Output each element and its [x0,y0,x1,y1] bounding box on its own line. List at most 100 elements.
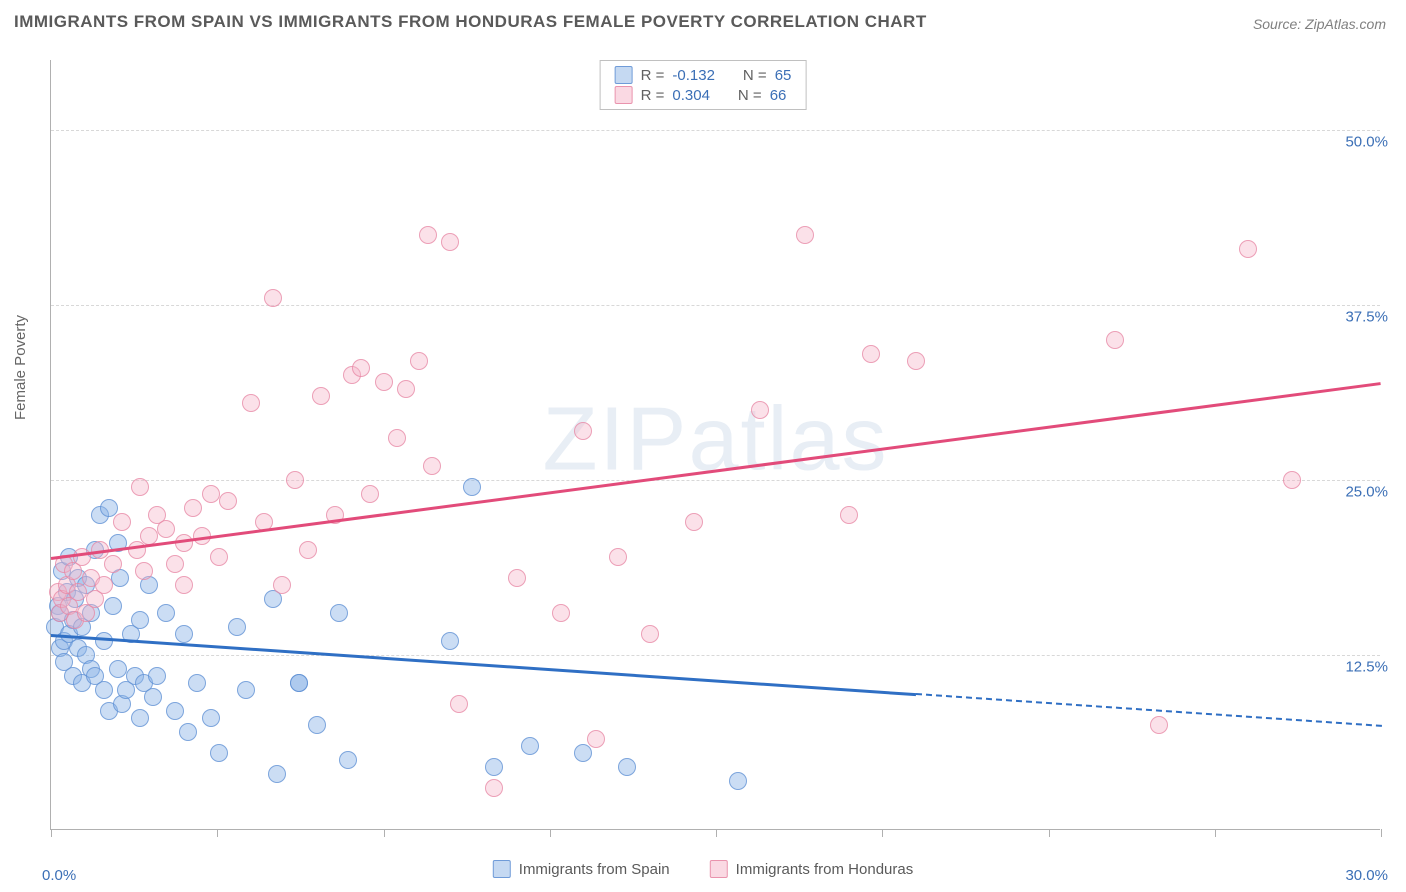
data-point-honduras [397,380,415,398]
x-tick-max: 30.0% [1345,867,1388,884]
legend-n-label: N = [743,67,767,84]
x-tick [1215,829,1216,837]
data-point-honduras [312,387,330,405]
x-tick [882,829,883,837]
data-point-honduras [907,352,925,370]
data-point-honduras [751,401,769,419]
data-point-honduras [135,562,153,580]
data-point-spain [330,604,348,622]
legend-r-label: R = [641,87,665,104]
correlation-legend: R = -0.132 N = 65R = 0.304 N = 66 [600,60,807,110]
data-point-spain [109,660,127,678]
legend-swatch [710,860,728,878]
data-point-honduras [219,492,237,510]
data-point-spain [95,632,113,650]
source-attribution: Source: ZipAtlas.com [1253,16,1386,32]
legend-r-value: -0.132 [672,67,715,84]
data-point-honduras [210,548,228,566]
x-tick-min: 0.0% [42,867,76,884]
data-point-spain [188,674,206,692]
data-point-honduras [410,352,428,370]
data-point-honduras [1239,240,1257,258]
x-tick [217,829,218,837]
data-point-spain [308,716,326,734]
data-point-spain [268,765,286,783]
data-point-spain [463,478,481,496]
legend-swatch [615,66,633,84]
x-tick [716,829,717,837]
data-point-honduras [299,541,317,559]
gridline [51,305,1380,306]
data-point-spain [521,737,539,755]
watermark: ZIPatlas [542,388,888,491]
legend-label: Immigrants from Spain [519,861,670,878]
data-point-honduras [796,226,814,244]
data-point-honduras [184,499,202,517]
data-point-honduras [587,730,605,748]
data-point-honduras [273,576,291,594]
data-point-honduras [166,555,184,573]
trendline-spain-dashed [915,693,1381,727]
data-point-spain [202,709,220,727]
plot-area: ZIPatlas [50,60,1380,830]
data-point-spain [618,758,636,776]
legend-r-value: 0.304 [672,87,710,104]
data-point-spain [485,758,503,776]
data-point-spain [144,688,162,706]
legend-row: R = 0.304 N = 66 [615,85,792,105]
legend-item: Immigrants from Honduras [710,860,914,878]
y-tick-label: 25.0% [1345,484,1388,501]
data-point-spain [228,618,246,636]
data-point-honduras [175,534,193,552]
data-point-honduras [242,394,260,412]
data-point-spain [166,702,184,720]
legend-n-value: 66 [770,87,787,104]
data-point-honduras [609,548,627,566]
gridline [51,655,1380,656]
data-point-honduras [286,471,304,489]
x-tick [51,829,52,837]
data-point-honduras [508,569,526,587]
data-point-honduras [104,555,122,573]
x-tick [1381,829,1382,837]
data-point-honduras [73,548,91,566]
legend-n-value: 65 [775,67,792,84]
data-point-honduras [361,485,379,503]
data-point-spain [290,674,308,692]
y-tick-label: 37.5% [1345,309,1388,326]
data-point-honduras [419,226,437,244]
data-point-spain [131,709,149,727]
data-point-spain [95,681,113,699]
data-point-honduras [840,506,858,524]
trendline-spain [51,634,916,696]
data-point-honduras [423,457,441,475]
data-point-honduras [862,345,880,363]
data-point-honduras [1106,331,1124,349]
data-point-spain [175,625,193,643]
data-point-honduras [113,513,131,531]
data-point-honduras [131,478,149,496]
legend-item: Immigrants from Spain [493,860,670,878]
data-point-spain [339,751,357,769]
data-point-spain [237,681,255,699]
legend-swatch [615,86,633,104]
data-point-honduras [264,289,282,307]
data-point-honduras [1150,716,1168,734]
data-point-honduras [69,583,87,601]
data-point-honduras [157,520,175,538]
data-point-honduras [202,485,220,503]
data-point-spain [210,744,228,762]
data-point-spain [148,667,166,685]
data-point-spain [157,604,175,622]
data-point-honduras [574,422,592,440]
data-point-honduras [1283,471,1301,489]
data-point-honduras [485,779,503,797]
legend-label: Immigrants from Honduras [736,861,914,878]
legend-n-label: N = [738,87,762,104]
data-point-honduras [388,429,406,447]
data-point-honduras [641,625,659,643]
y-axis-label: Female Poverty [12,315,29,420]
gridline [51,130,1380,131]
data-point-honduras [352,359,370,377]
series-legend: Immigrants from Spain Immigrants from Hon… [493,860,913,878]
